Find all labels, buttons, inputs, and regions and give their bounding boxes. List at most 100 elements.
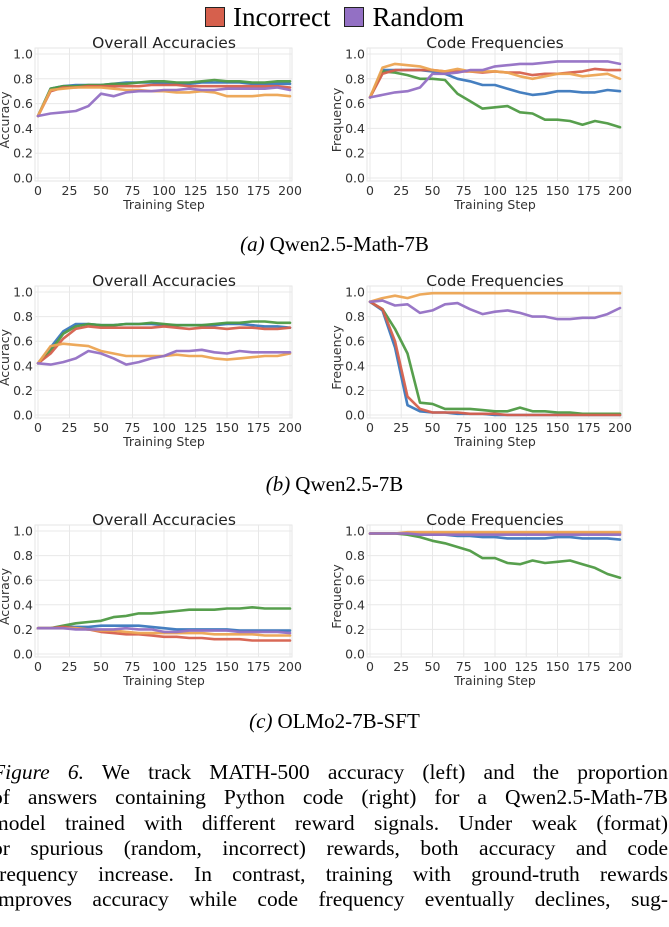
y-tick-label: 0.6 xyxy=(345,334,365,349)
x-tick-label: 50 xyxy=(93,183,109,198)
x-tick-label: 150 xyxy=(215,183,239,198)
subcaption-tag: (a) xyxy=(240,232,265,256)
y-axis-label: Accuracy xyxy=(0,91,12,149)
series-line-purple xyxy=(36,86,292,118)
y-tick-label: 0.8 xyxy=(345,309,365,324)
x-tick-label: 50 xyxy=(93,420,109,435)
y-tick-label: 0.2 xyxy=(13,383,33,398)
legend-swatch-incorrect xyxy=(205,7,226,27)
chart-title: Overall Accuracies xyxy=(92,34,236,52)
y-tick-label: 0.2 xyxy=(345,383,365,398)
x-tick-label: 150 xyxy=(546,659,570,674)
series-line-green xyxy=(368,300,622,416)
subcaption-tag: (c) xyxy=(249,709,273,733)
x-tick-label: 150 xyxy=(215,420,239,435)
y-axis-label: Frequency xyxy=(329,564,344,629)
chart-a-code-frequencies: 0.0 0.2 0.4 0.6 0.8 1.0 0 25 50 75 100 125 150 175 200… xyxy=(329,34,632,212)
caption-line: model trained with different reward sign… xyxy=(0,810,668,835)
x-axis-label: Training Step xyxy=(122,434,205,449)
y-tick-label: 0.0 xyxy=(13,408,33,423)
x-tick-label: 175 xyxy=(577,183,601,198)
y-tick-label: 0.0 xyxy=(345,647,365,662)
x-tick-label: 100 xyxy=(152,659,176,674)
x-tick-label: 125 xyxy=(184,659,208,674)
y-tick-label: 1.0 xyxy=(13,524,33,539)
x-tick-label: 25 xyxy=(62,420,78,435)
y-tick-label: 0.4 xyxy=(345,358,365,373)
y-tick-label: 0.0 xyxy=(345,171,365,186)
x-tick-label: 75 xyxy=(125,420,141,435)
y-tick-label: 0.6 xyxy=(13,573,33,588)
series-line-green xyxy=(368,532,622,580)
caption-line: frequency increase. In contrast, trainin… xyxy=(0,861,668,886)
x-tick-label: 125 xyxy=(184,420,208,435)
series-line-green xyxy=(36,605,292,630)
x-tick-label: 200 xyxy=(278,183,302,198)
x-tick-label: 125 xyxy=(184,183,208,198)
caption-text: We track MATH-500 accuracy (left) and th… xyxy=(101,760,668,784)
figure-caption: Figure 6. We track MATH-500 accuracy (le… xyxy=(0,760,668,912)
legend-label: Random xyxy=(372,1,464,32)
x-tick-label: 100 xyxy=(483,183,507,198)
x-tick-label: 25 xyxy=(393,659,409,674)
x-tick-label: 200 xyxy=(278,420,302,435)
series-line-orange xyxy=(368,62,622,99)
series-line-red xyxy=(368,300,622,417)
x-tick-label: 0 xyxy=(34,420,42,435)
x-tick-label: 25 xyxy=(393,420,409,435)
y-tick-label: 0.8 xyxy=(13,548,33,563)
x-tick-label: 150 xyxy=(215,659,239,674)
x-tick-label: 175 xyxy=(577,659,601,674)
x-tick-label: 200 xyxy=(278,659,302,674)
x-tick-label: 175 xyxy=(247,659,271,674)
x-axis-label: Training Step xyxy=(453,434,536,449)
chart-b-code-frequencies: 0.0 0.2 0.4 0.6 0.8 1.0 0 25 50 75 100 125 150 175 200… xyxy=(329,272,632,449)
series-line-green xyxy=(36,320,292,365)
y-tick-label: 0.8 xyxy=(13,309,33,324)
x-tick-label: 175 xyxy=(247,183,271,198)
caption-line: improves accuracy while code frequency e… xyxy=(0,887,668,912)
x-tick-label: 75 xyxy=(456,420,472,435)
x-tick-label: 125 xyxy=(514,420,538,435)
x-tick-label: 50 xyxy=(93,659,109,674)
caption-line: of answers containing Python code (right… xyxy=(0,785,668,810)
legend-label: Incorrect xyxy=(233,1,331,32)
x-axis-label: Training Step xyxy=(453,673,536,688)
x-tick-label: 75 xyxy=(125,659,141,674)
series-line-purple xyxy=(36,626,292,635)
y-tick-label: 0.2 xyxy=(13,146,33,161)
x-tick-label: 0 xyxy=(366,659,374,674)
y-tick-label: 1.0 xyxy=(345,47,365,62)
x-tick-label: 0 xyxy=(34,183,42,198)
x-tick-label: 200 xyxy=(608,420,632,435)
x-tick-label: 150 xyxy=(546,420,570,435)
y-tick-label: 0.6 xyxy=(345,96,365,111)
x-tick-label: 175 xyxy=(577,420,601,435)
y-axis-label: Frequency xyxy=(329,325,344,390)
subcaption-name: OLMo2-7B-SFT xyxy=(277,709,420,733)
subcaption-a: (a) Qwen2.5-Math-7B xyxy=(0,232,669,257)
x-tick-label: 25 xyxy=(62,183,78,198)
x-tick-label: 50 xyxy=(425,420,441,435)
legend-swatch-random xyxy=(344,7,365,27)
series-line-red xyxy=(36,325,292,365)
x-tick-label: 100 xyxy=(152,420,176,435)
series-line-green xyxy=(368,70,622,129)
caption-line: Figure 6. We track MATH-500 accuracy (le… xyxy=(0,760,668,785)
subcaption-b: (b) Qwen2.5-7B xyxy=(0,472,669,497)
chart-title: Overall Accuracies xyxy=(92,511,236,529)
legend: Incorrect Random xyxy=(0,0,669,34)
y-tick-label: 0.4 xyxy=(13,597,33,612)
caption-label: Figure 6. xyxy=(0,760,85,784)
series-line-purple xyxy=(368,60,622,99)
legend-item-random: Random xyxy=(344,2,464,33)
series-line-blue xyxy=(36,624,292,632)
series-line-orange xyxy=(368,530,622,535)
y-tick-label: 0.4 xyxy=(345,121,365,136)
x-axis-label: Training Step xyxy=(122,673,205,688)
series-line-purple xyxy=(368,299,622,321)
caption-line: or spurious (random, incorrect) rewards,… xyxy=(0,836,668,861)
y-tick-label: 0.4 xyxy=(13,121,33,136)
y-tick-label: 1.0 xyxy=(13,285,33,300)
chart-b-overall-accuracies: 0.0 0.2 0.4 0.6 0.8 1.0 0 25 50 75 100 125 150 175 200… xyxy=(0,272,302,449)
